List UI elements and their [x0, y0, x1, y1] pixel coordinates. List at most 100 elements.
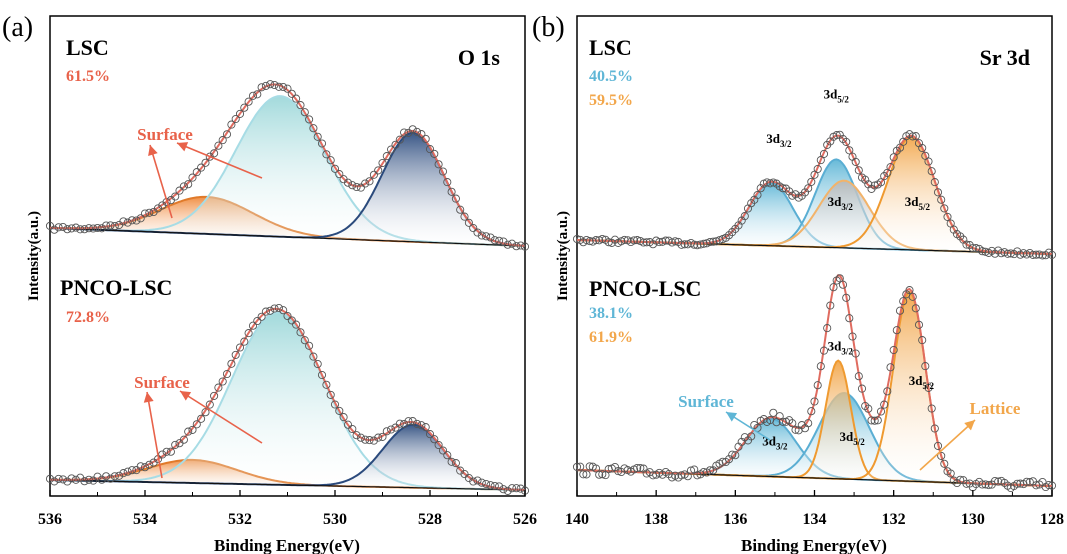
surface-arrow-head — [180, 391, 192, 401]
data-point — [102, 472, 111, 481]
panel-b-top-percent-lattice: 59.5% — [589, 92, 633, 109]
data-point — [378, 158, 387, 168]
data-point — [978, 247, 987, 256]
data-point — [387, 425, 396, 434]
x-tick-label: 528 — [418, 511, 442, 528]
data-point — [785, 416, 794, 425]
x-tick-label: 536 — [38, 511, 62, 528]
data-point — [696, 240, 705, 249]
data-point — [425, 145, 435, 154]
data-point — [851, 349, 860, 358]
panel-label-b: (b) — [532, 12, 565, 43]
data-point — [84, 224, 93, 233]
data-point — [67, 474, 76, 483]
data-point — [54, 223, 63, 232]
lattice-arrow-head — [964, 420, 975, 431]
panel-a-y-axis-label: Intensity(a.u.) — [26, 211, 42, 301]
data-point — [231, 350, 240, 359]
data-point — [421, 423, 430, 432]
data-point — [279, 306, 288, 315]
data-point — [50, 477, 59, 486]
data-point — [253, 316, 262, 326]
data-point — [153, 204, 163, 213]
data-point — [845, 314, 854, 323]
data-point — [838, 280, 848, 289]
data-point — [740, 212, 749, 221]
peak-label-base: 3d — [824, 87, 839, 102]
data-point — [854, 372, 863, 381]
data-point — [343, 178, 353, 187]
data-point — [677, 240, 686, 249]
data-point — [804, 184, 813, 193]
data-point — [709, 237, 718, 246]
data-point — [106, 474, 115, 483]
data-point — [425, 430, 435, 439]
data-point — [918, 336, 927, 345]
data-point — [804, 419, 813, 428]
data-point — [473, 228, 482, 237]
peak-label-subscript: 3/2 — [841, 202, 853, 212]
data-point — [63, 477, 72, 486]
data-point — [235, 343, 245, 352]
data-point — [214, 383, 223, 392]
data-point — [248, 321, 258, 330]
data-point — [292, 94, 301, 103]
x-tick-label: 530 — [323, 511, 347, 528]
data-point — [585, 237, 594, 246]
data-point — [430, 435, 439, 444]
data-point — [45, 474, 55, 483]
data-point — [97, 224, 106, 233]
data-point — [115, 471, 124, 480]
surface-arrow — [179, 390, 263, 444]
data-point — [895, 306, 905, 315]
data-point — [933, 188, 943, 197]
panel-b-bottom-percent-surface: 38.1% — [589, 305, 633, 322]
data-point — [911, 132, 920, 141]
data-point — [482, 232, 491, 241]
data-point — [123, 218, 132, 227]
data-point — [908, 292, 917, 301]
data-point — [876, 407, 886, 416]
data-point — [309, 124, 318, 133]
data-point — [728, 450, 737, 459]
data-point — [352, 182, 361, 192]
data-point — [876, 178, 886, 187]
data-point — [864, 404, 873, 413]
data-point — [826, 301, 835, 310]
data-point — [914, 320, 924, 329]
data-point — [1032, 481, 1041, 490]
panel-a-top-percent: 61.5% — [66, 68, 110, 85]
peak-fill-bulk — [50, 96, 525, 246]
data-point — [886, 363, 895, 372]
data-point — [572, 234, 582, 244]
data-point — [162, 447, 171, 456]
data-point — [322, 380, 331, 389]
data-point — [192, 420, 201, 429]
data-point — [356, 433, 365, 442]
peak-label-subscript: 3/2 — [780, 139, 792, 149]
data-point — [374, 433, 383, 442]
panel-a-x-axis-label: Binding Energy(eV) — [214, 536, 360, 554]
lattice-arrow — [919, 419, 976, 471]
data-point — [699, 467, 708, 477]
data-point — [1025, 478, 1034, 487]
data-point — [835, 274, 844, 283]
data-point — [287, 89, 296, 98]
data-point — [184, 180, 193, 189]
data-point — [63, 225, 72, 234]
data-point — [197, 163, 206, 172]
data-point — [962, 240, 971, 249]
panel-b-surface-annotation: Surface — [678, 392, 734, 411]
x-tick-label: 130 — [961, 511, 985, 528]
data-point — [348, 181, 357, 190]
data-point — [296, 328, 305, 337]
data-point — [937, 195, 946, 204]
data-point — [67, 224, 76, 233]
data-point — [490, 481, 499, 491]
data-point — [434, 160, 443, 169]
data-point — [940, 459, 949, 468]
data-point — [408, 125, 417, 134]
data-point — [816, 156, 825, 165]
data-point — [451, 459, 460, 468]
peak-label-subscript: 5/2 — [853, 437, 865, 447]
